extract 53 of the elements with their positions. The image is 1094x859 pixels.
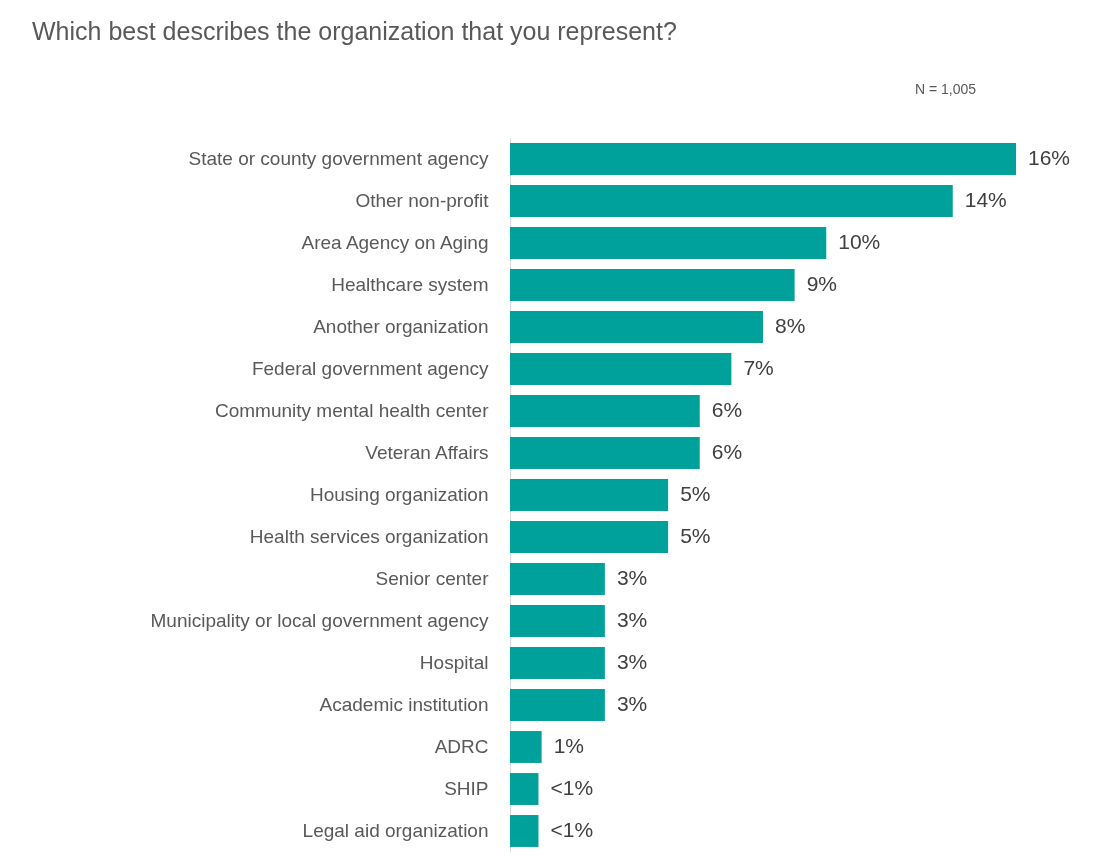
data-label: 3% xyxy=(616,608,648,631)
data-label: 3% xyxy=(616,692,648,715)
data-label: 10% xyxy=(838,230,881,253)
data-label: 5% xyxy=(680,482,711,505)
bar xyxy=(510,227,827,259)
data-label: 1% xyxy=(553,734,584,757)
y-tick-label: Legal aid organization xyxy=(302,820,489,841)
y-tick-label: Health services organization xyxy=(249,526,489,547)
data-label: 14% xyxy=(964,188,1007,211)
y-tick-label: Senior center xyxy=(375,568,490,589)
data-label: 3% xyxy=(616,566,648,589)
bar xyxy=(510,521,669,553)
y-tick-label: SHIP xyxy=(444,778,489,799)
y-tick-label: Federal government agency xyxy=(251,358,489,379)
y-tick-label: Academic institution xyxy=(319,694,489,715)
bar xyxy=(510,479,669,511)
data-label: <1% xyxy=(550,776,594,799)
data-label: 6% xyxy=(711,440,743,463)
y-tick-label: Veteran Affairs xyxy=(365,442,489,463)
text: N = 1,005 xyxy=(914,81,977,97)
bar xyxy=(510,311,763,343)
y-tick-label: Housing organization xyxy=(309,484,489,505)
bar xyxy=(510,395,700,427)
bar xyxy=(510,605,605,637)
bar xyxy=(510,353,732,385)
bar xyxy=(510,689,605,721)
bar xyxy=(510,143,1016,175)
bar xyxy=(510,269,795,301)
y-tick-label: Area Agency on Aging xyxy=(301,232,489,253)
data-label: 8% xyxy=(775,314,806,337)
bar xyxy=(510,185,953,217)
chart-title: Which best describes the organization that you represent? xyxy=(32,17,677,45)
data-label: 6% xyxy=(711,398,743,421)
y-tick-label: ADRC xyxy=(434,736,489,757)
bar xyxy=(510,647,605,679)
data-label: 9% xyxy=(806,272,837,295)
y-tick-label: Other non-profit xyxy=(355,190,490,211)
bar xyxy=(510,773,539,805)
data-label: 5% xyxy=(680,524,711,547)
bar xyxy=(510,437,700,469)
bar xyxy=(510,731,542,763)
y-tick-label: Municipality or local government agency xyxy=(150,610,489,631)
y-tick-label: Healthcare system xyxy=(331,274,489,295)
bar xyxy=(510,815,539,847)
y-tick-label: Hospital xyxy=(419,652,489,673)
data-label: 7% xyxy=(743,356,774,379)
data-label: 16% xyxy=(1028,146,1071,169)
y-tick-label: Community mental health center xyxy=(214,400,490,421)
bar xyxy=(510,563,605,595)
y-tick-label: Another organization xyxy=(313,316,489,337)
data-label: 3% xyxy=(616,650,648,673)
data-label: <1% xyxy=(550,818,594,841)
y-tick-label: State or county government agency xyxy=(188,148,489,169)
